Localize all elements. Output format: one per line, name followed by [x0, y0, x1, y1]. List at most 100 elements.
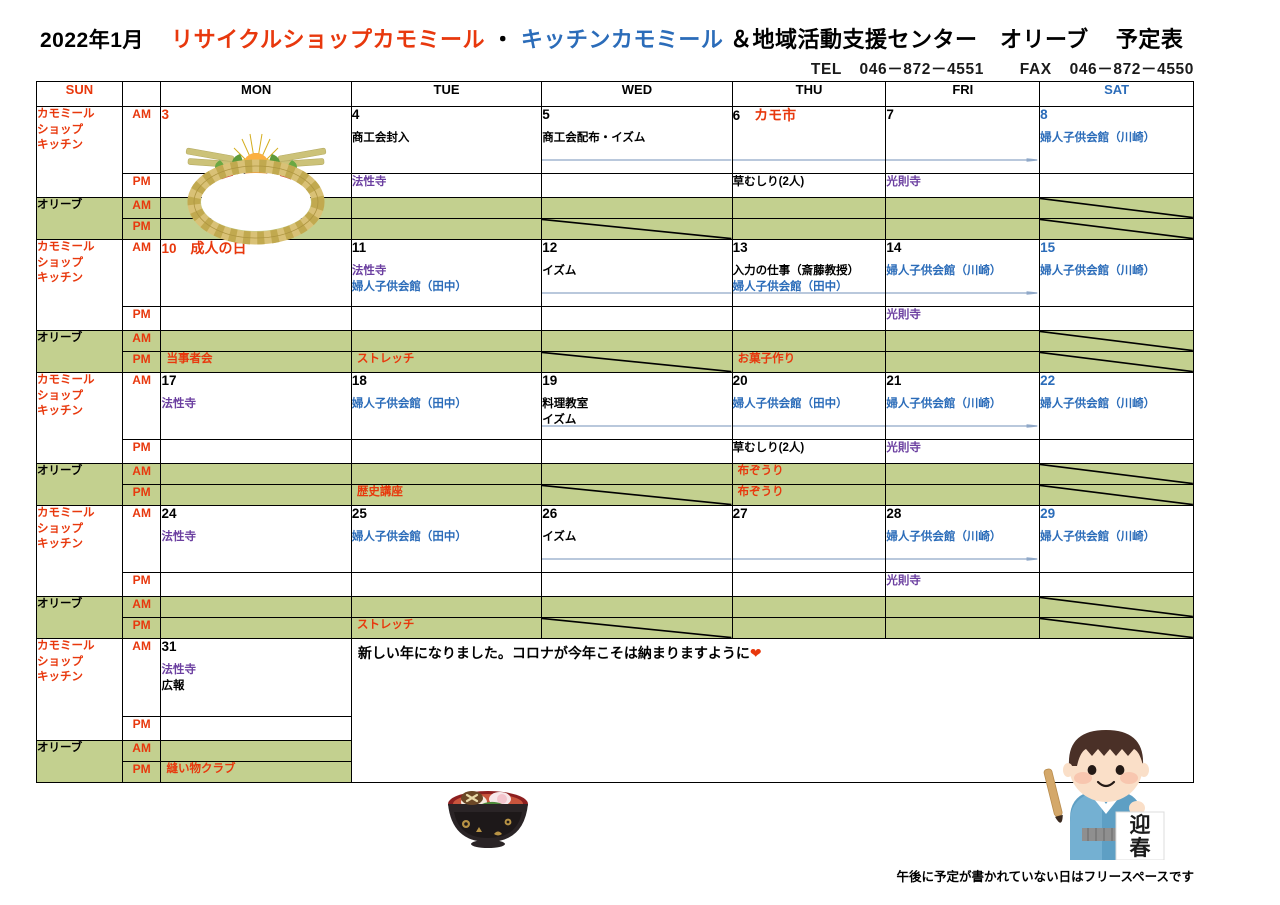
day-cell-pm[interactable]: [350, 572, 543, 597]
day-cell-pm[interactable]: [731, 572, 887, 597]
day-cell-pm[interactable]: [1039, 173, 1194, 198]
olive-cell-am[interactable]: [160, 197, 352, 219]
olive-cell-pm[interactable]: お菓子作り: [731, 351, 887, 373]
olive-cell-am[interactable]: [541, 197, 733, 219]
olive-cell-am[interactable]: [541, 596, 733, 618]
day-cell[interactable]: 10 成人の日: [160, 239, 352, 307]
day-cell[interactable]: 7: [885, 106, 1041, 174]
day-cell[interactable]: 26 イズム: [541, 505, 733, 573]
olive-cell-pm[interactable]: 当事者会: [160, 351, 352, 373]
day-cell-pm[interactable]: [541, 306, 733, 331]
olive-cell-am[interactable]: [1039, 330, 1194, 352]
day-cell[interactable]: 11 法性寺 婦人子供会館（田中）: [350, 239, 543, 307]
day-cell-pm[interactable]: 光則寺: [885, 572, 1041, 597]
day-cell-pm[interactable]: [160, 439, 352, 464]
olive-cell-pm[interactable]: [160, 218, 352, 240]
olive-cell-pm[interactable]: [731, 617, 887, 639]
olive-cell-am[interactable]: [1039, 463, 1194, 485]
olive-cell-pm[interactable]: [1039, 351, 1194, 373]
olive-cell-am[interactable]: [1039, 197, 1194, 219]
day-cell-pm[interactable]: 光則寺: [885, 173, 1041, 198]
olive-cell-pm[interactable]: 縫い物クラブ: [160, 761, 352, 783]
day-cell-pm[interactable]: 光則寺: [885, 439, 1041, 464]
olive-cell-am[interactable]: 布ぞうり: [731, 463, 887, 485]
olive-cell-pm[interactable]: [885, 218, 1041, 240]
day-cell[interactable]: 6 カモ市: [731, 106, 887, 174]
day-cell-pm[interactable]: 光則寺: [885, 306, 1041, 331]
olive-cell-am[interactable]: [885, 596, 1041, 618]
olive-cell-pm[interactable]: [1039, 617, 1194, 639]
olive-cell-pm[interactable]: [160, 484, 352, 506]
day-cell[interactable]: 8 婦人子供会館（川崎）: [1039, 106, 1194, 174]
day-cell[interactable]: 12 イズム: [541, 239, 733, 307]
day-cell-pm[interactable]: [350, 306, 543, 331]
day-cell-pm[interactable]: [541, 572, 733, 597]
day-cell[interactable]: 29 婦人子供会館（川崎）: [1039, 505, 1194, 573]
day-cell[interactable]: 17 法性寺: [160, 372, 352, 440]
olive-cell-am[interactable]: [350, 463, 543, 485]
olive-cell-am[interactable]: [160, 740, 352, 762]
olive-cell-am[interactable]: [541, 463, 733, 485]
day-cell-pm[interactable]: [350, 439, 543, 464]
olive-cell-am[interactable]: [1039, 596, 1194, 618]
day-cell[interactable]: 19 料理教室 イズム: [541, 372, 733, 440]
day-cell[interactable]: 24 法性寺: [160, 505, 352, 573]
day-cell[interactable]: 5 商工会配布・イズム: [541, 106, 733, 174]
day-cell-pm[interactable]: [160, 173, 352, 198]
day-cell-pm[interactable]: [731, 306, 887, 331]
olive-cell-am[interactable]: [350, 596, 543, 618]
olive-cell-pm[interactable]: [541, 218, 733, 240]
olive-cell-pm[interactable]: [160, 617, 352, 639]
olive-cell-am[interactable]: [731, 197, 887, 219]
day-cell-pm[interactable]: [160, 716, 352, 741]
day-cell[interactable]: 22 婦人子供会館（川崎）: [1039, 372, 1194, 440]
day-cell[interactable]: 4 商工会封入: [350, 106, 543, 174]
olive-cell-am[interactable]: [731, 596, 887, 618]
day-cell-pm[interactable]: 草むしり(2人): [731, 439, 887, 464]
olive-cell-am[interactable]: [350, 197, 543, 219]
day-cell-pm[interactable]: 草むしり(2人): [731, 173, 887, 198]
day-cell[interactable]: 27: [731, 505, 887, 573]
olive-cell-pm[interactable]: ストレッチ: [350, 617, 543, 639]
day-cell[interactable]: 15 婦人子供会館（川崎）: [1039, 239, 1194, 307]
olive-cell-am[interactable]: [885, 197, 1041, 219]
olive-cell-am[interactable]: [885, 463, 1041, 485]
olive-cell-am[interactable]: [731, 330, 887, 352]
day-cell-pm[interactable]: [1039, 572, 1194, 597]
day-cell[interactable]: 3: [160, 106, 352, 174]
olive-cell-pm[interactable]: [541, 484, 733, 506]
olive-cell-pm[interactable]: 布ぞうり: [731, 484, 887, 506]
olive-cell-am[interactable]: [350, 330, 543, 352]
olive-cell-am[interactable]: [160, 330, 352, 352]
olive-cell-am[interactable]: [885, 330, 1041, 352]
olive-cell-pm[interactable]: ストレッチ: [350, 351, 543, 373]
day-cell[interactable]: 18 婦人子供会館（田中）: [350, 372, 543, 440]
olive-cell-pm[interactable]: [1039, 484, 1194, 506]
day-cell-pm[interactable]: [1039, 439, 1194, 464]
olive-cell-am[interactable]: [160, 463, 352, 485]
olive-cell-pm[interactable]: [541, 351, 733, 373]
day-cell[interactable]: 13 入力の仕事（斎藤教授） 婦人子供会館（田中）: [731, 239, 887, 307]
day-cell[interactable]: 25 婦人子供会館（田中）: [350, 505, 543, 573]
olive-cell-pm[interactable]: [731, 218, 887, 240]
olive-cell-pm[interactable]: [885, 351, 1041, 373]
olive-cell-pm[interactable]: [350, 218, 543, 240]
olive-cell-pm[interactable]: [541, 617, 733, 639]
olive-cell-pm[interactable]: [885, 484, 1041, 506]
olive-cell-pm[interactable]: 歴史講座: [350, 484, 543, 506]
day-cell-pm[interactable]: [160, 572, 352, 597]
day-cell-pm[interactable]: [541, 439, 733, 464]
olive-cell-am[interactable]: [541, 330, 733, 352]
day-cell[interactable]: 28 婦人子供会館（川崎）: [885, 505, 1041, 573]
day-cell[interactable]: 14 婦人子供会館（川崎）: [885, 239, 1041, 307]
day-cell-pm[interactable]: [541, 173, 733, 198]
day-cell-pm[interactable]: [160, 306, 352, 331]
day-cell-pm[interactable]: [1039, 306, 1194, 331]
olive-cell-pm[interactable]: [1039, 218, 1194, 240]
day-cell-pm[interactable]: 法性寺: [350, 173, 543, 198]
day-cell[interactable]: 21 婦人子供会館（川崎）: [885, 372, 1041, 440]
day-cell[interactable]: 20 婦人子供会館（田中）: [731, 372, 887, 440]
olive-cell-pm[interactable]: [885, 617, 1041, 639]
olive-cell-am[interactable]: [160, 596, 352, 618]
day-cell[interactable]: 31 法性寺 広報: [160, 638, 352, 717]
